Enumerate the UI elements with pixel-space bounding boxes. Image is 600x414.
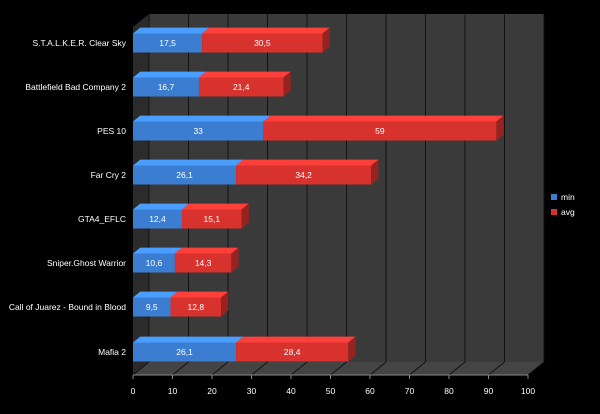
floor-gridline <box>369 361 387 376</box>
floor-gridline <box>527 361 545 376</box>
x-tick-label: 60 <box>365 386 375 396</box>
data-label-avg: 28,4 <box>284 347 301 357</box>
bar-end-avg <box>322 27 330 53</box>
bar-avg <box>198 77 284 97</box>
bar-series: 17,5 30,5 16,7 21,4 33 59 26,1 34,2 12,4 15,1 10,6… <box>133 27 504 362</box>
bar-min <box>133 165 237 185</box>
data-label-min: 33 <box>193 126 203 136</box>
legend-swatch-min <box>551 194 557 200</box>
floor-gridline <box>409 361 426 376</box>
legend: min avg <box>551 192 575 217</box>
bar-top-min <box>133 159 244 166</box>
bar-avg <box>236 342 349 362</box>
category-label: Call of Juarez - Bound in Blood <box>9 302 126 312</box>
category-label: Sniper.Ghost Warrior <box>47 258 126 268</box>
bar-min <box>133 77 199 97</box>
data-label-min: 26,1 <box>176 170 193 180</box>
bar-top-avg <box>170 291 229 298</box>
data-label-min: 26,1 <box>176 347 193 357</box>
x-tick-label: 50 <box>326 386 336 396</box>
x-tick-label: 90 <box>484 386 494 396</box>
bar-top-min <box>133 71 207 78</box>
floor-gridline <box>330 361 347 376</box>
data-label-avg: 15,1 <box>204 214 221 224</box>
bar-top-min <box>133 336 244 343</box>
floor-gridline <box>211 361 229 376</box>
data-label-min: 12,4 <box>149 214 166 224</box>
bar-min <box>133 342 237 362</box>
bar-avg <box>263 121 497 141</box>
bar-avg <box>202 33 323 53</box>
data-label-min: 9,5 <box>146 302 158 312</box>
floor-gridline <box>172 361 189 376</box>
x-tick-label: 0 <box>131 386 136 396</box>
bar-top-min <box>133 115 271 122</box>
legend-label-avg: avg <box>561 207 575 217</box>
bar-top-avg <box>181 203 249 210</box>
bar-end-avg <box>283 71 291 97</box>
bar-end-avg <box>348 336 356 362</box>
category-label: PES 10 <box>97 126 126 136</box>
bar-top-min <box>133 291 178 298</box>
bar-top-min <box>133 27 210 34</box>
side-wall <box>133 14 149 375</box>
chart-walls <box>133 14 544 375</box>
data-label-avg: 12,8 <box>188 302 205 312</box>
bar-end-avg <box>496 115 504 141</box>
bar-top-avg <box>263 115 504 122</box>
data-label-min: 10,6 <box>146 258 163 268</box>
floor-gridline <box>488 361 505 376</box>
x-tick-label: 20 <box>207 386 217 396</box>
bar-end-avg <box>241 203 249 229</box>
bar-min <box>133 33 203 53</box>
category-label: Battlefield Bad Company 2 <box>25 82 126 92</box>
category-label: GTA4_EFLC <box>78 214 126 224</box>
x-tick-label: 40 <box>286 386 296 396</box>
bar-end-avg <box>221 291 229 317</box>
bar-avg <box>181 209 242 229</box>
bar-top-min <box>133 247 183 254</box>
category-label: S.T.A.L.K.E.R. Clear Sky <box>32 38 126 48</box>
x-tick-label: 10 <box>168 386 178 396</box>
category-label: Far Cry 2 <box>91 170 127 180</box>
bar-top-avg <box>236 336 356 343</box>
x-axis-ticks: 0 10 20 30 40 50 60 70 80 90 100 <box>131 386 536 396</box>
data-label-avg: 14,3 <box>195 258 212 268</box>
data-label-min: 16,7 <box>158 82 175 92</box>
bar-top-avg <box>236 159 379 166</box>
data-label-avg: 30,5 <box>254 38 271 48</box>
bar-avg <box>170 297 222 317</box>
bar-avg <box>236 165 372 185</box>
category-labels: S.T.A.L.K.E.R. Clear Sky Battlefield Bad … <box>9 38 127 357</box>
bar-top-avg <box>202 27 330 34</box>
x-tick-label: 30 <box>247 386 257 396</box>
floor-gridline <box>290 361 308 376</box>
data-label-avg: 34,2 <box>295 170 312 180</box>
floor-gridline <box>251 361 268 376</box>
bar-min <box>133 253 175 273</box>
floor-gridline <box>448 361 466 376</box>
bar-min <box>133 209 182 229</box>
legend-swatch-avg <box>551 209 557 215</box>
category-label: Mafia 2 <box>98 347 126 357</box>
bar-min <box>133 121 264 141</box>
bar-end-avg <box>371 159 379 185</box>
x-tick-label: 80 <box>444 386 454 396</box>
bar-avg <box>174 253 232 273</box>
floor-gridline <box>132 361 150 376</box>
bar-top-min <box>133 203 190 210</box>
bar-min <box>133 297 171 317</box>
legend-label-min: min <box>561 192 575 202</box>
bar-top-avg <box>174 247 239 254</box>
data-label-avg: 59 <box>375 126 385 136</box>
bar-end-avg <box>231 247 239 273</box>
x-tick-label: 70 <box>405 386 415 396</box>
bar-top-avg <box>198 71 291 78</box>
x-tick-label: 100 <box>521 386 535 396</box>
data-label-avg: 21,4 <box>233 82 250 92</box>
data-label-min: 17,5 <box>159 38 176 48</box>
